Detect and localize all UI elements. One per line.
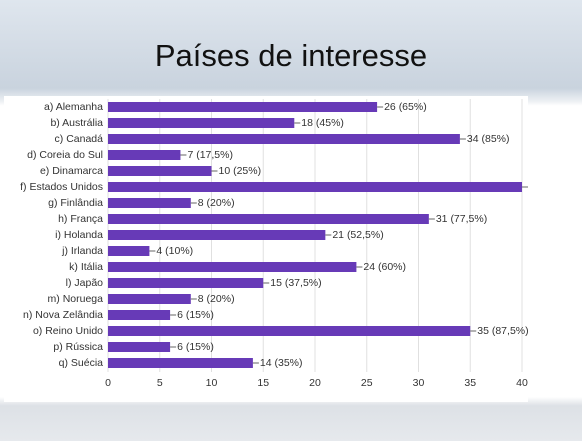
bar [108,134,460,144]
y-tick-label: c) Canadá [55,133,104,145]
value-label: 7 (17,5%) [187,149,233,161]
x-tick-label: 30 [413,377,425,389]
value-label: 6 (15%) [177,341,214,353]
bar [108,262,356,272]
bar [108,294,191,304]
bar [108,246,149,256]
y-tick-label: i) Holanda [55,229,103,241]
bar [108,310,170,320]
y-tick-label: j) Irlanda [61,245,103,257]
bar [108,198,191,208]
y-tick-label: b) Austrália [50,117,103,129]
bar [108,358,253,368]
y-tick-label: f) Estados Unidos [20,181,103,193]
bar [108,166,212,176]
y-tick-label: d) Coreia do Sul [27,149,103,161]
value-label: 26 (65%) [384,101,427,113]
y-tick-label: n) Nova Zelândia [23,309,103,321]
bar [108,102,377,112]
slide: Países de interesse 0510152025303540a) A… [0,0,582,441]
y-tick-label: e) Dinamarca [40,165,103,177]
bar [108,150,180,160]
x-tick-label: 15 [257,377,269,389]
value-label: 24 (60%) [363,261,406,273]
x-tick-label: 40 [516,377,528,389]
y-tick-label: k) Itália [69,261,103,273]
bar [108,326,470,336]
y-tick-label: a) Alemanha [44,101,103,113]
y-tick-label: q) Suécia [59,357,104,369]
y-tick-label: l) Japão [66,277,104,289]
value-label: 14 (35%) [260,357,303,369]
y-tick-label: m) Noruega [48,293,104,305]
value-label: 6 (15%) [177,309,214,321]
value-label: 21 (52,5%) [332,229,383,241]
x-tick-label: 35 [464,377,476,389]
bar [108,278,263,288]
value-label: 18 (45%) [301,117,344,129]
y-tick-label: o) Reino Unido [33,325,103,337]
bar [108,342,170,352]
bar [108,182,522,192]
value-label: 35 (87,5%) [477,325,528,337]
value-label: 15 (37,5%) [270,277,321,289]
x-tick-label: 5 [157,377,163,389]
y-tick-label: g) Finlândia [48,197,103,209]
x-tick-label: 25 [361,377,373,389]
y-tick-label: p) Rússica [53,341,103,353]
x-tick-label: 0 [105,377,111,389]
x-tick-label: 10 [206,377,218,389]
value-label: 10 (25%) [219,165,262,177]
value-label: 40 (100%) [529,181,577,193]
bar [108,214,429,224]
chart: 0 5 10 15 20 25 30 35 40 a) Alemanha b) Austrália c… [0,0,582,441]
bar [108,118,294,128]
value-label: 8 (20%) [198,293,235,305]
value-label: 8 (20%) [198,197,235,209]
bar [108,230,325,240]
value-label: 31 (77,5%) [436,213,487,225]
y-tick-label: h) França [58,213,103,225]
value-label: 34 (85%) [467,133,510,145]
value-label: 4 (10%) [156,245,193,257]
x-tick-label: 20 [309,377,321,389]
